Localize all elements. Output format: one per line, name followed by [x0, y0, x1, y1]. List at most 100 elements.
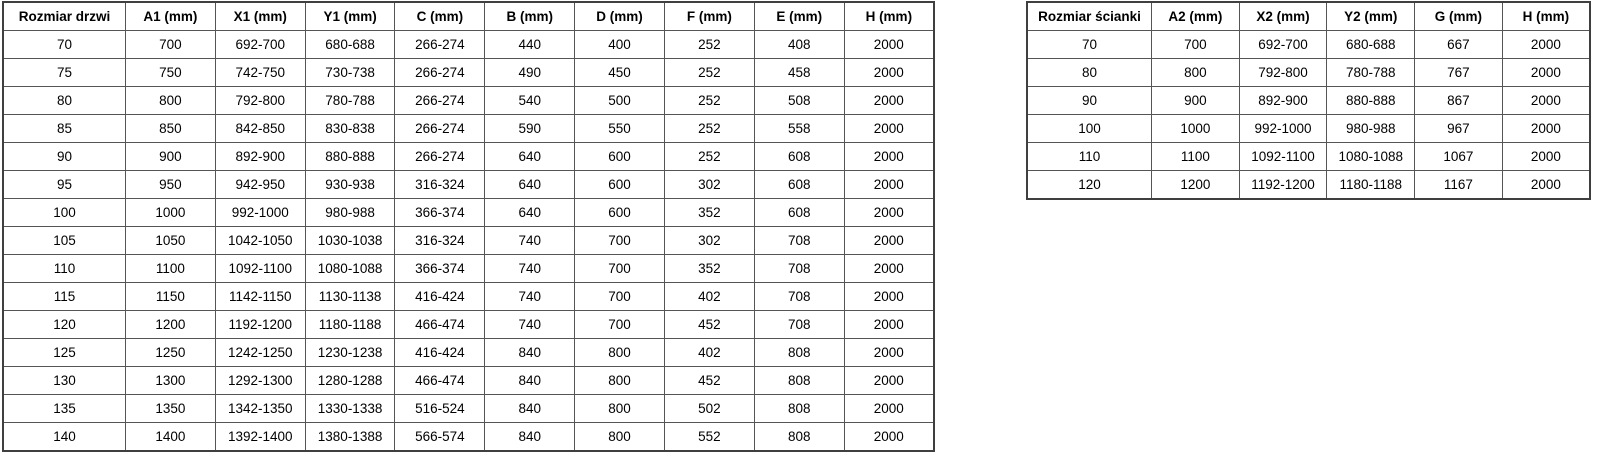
table-cell: 700 — [1151, 30, 1240, 59]
table-cell: 266-274 — [394, 86, 486, 115]
door-sizes-table: Rozmiar drzwi A1 (mm) X1 (mm) Y1 (mm) C (mm)… — [2, 1, 935, 452]
table-cell: 740 — [484, 254, 576, 283]
table-cell: 552 — [663, 422, 755, 452]
table-cell: 1250 — [125, 338, 216, 367]
table-cell: 2000 — [843, 142, 935, 171]
table-cell: 266-274 — [394, 58, 486, 87]
table-cell: 130 — [2, 366, 126, 395]
table-row: 130 1300 1292-1300 1280-1288 466-474 840 800 45… — [2, 366, 935, 395]
table-cell: 830-838 — [304, 114, 396, 143]
table-cell: 1030-1038 — [304, 226, 396, 255]
table-cell: 316-324 — [394, 226, 486, 255]
table-cell: 880-888 — [1326, 86, 1416, 115]
table-cell: 452 — [663, 366, 755, 395]
table-cell: 900 — [1151, 86, 1240, 115]
door-table-header-row: Rozmiar drzwi A1 (mm) X1 (mm) Y1 (mm) C (mm)… — [2, 1, 935, 31]
column-header: Rozmiar drzwi — [2, 1, 126, 31]
table-cell: 992-1000 — [214, 198, 306, 227]
table-cell: 1280-1288 — [304, 366, 396, 395]
table-row: 70 700 692-700 680-688 667 2000 — [1026, 30, 1591, 59]
table-row: 120 1200 1192-1200 1180-1188 466-474 740 700 45… — [2, 310, 935, 339]
table-cell: 640 — [484, 142, 576, 171]
table-cell: 2000 — [1501, 30, 1591, 59]
table-cell: 100 — [1026, 114, 1152, 143]
table-cell: 792-800 — [1238, 58, 1328, 87]
table-cell: 808 — [753, 394, 845, 423]
table-cell: 100 — [2, 198, 126, 227]
column-header: B (mm) — [484, 1, 576, 31]
table-cell: 2000 — [843, 170, 935, 199]
table-cell: 2000 — [843, 30, 935, 59]
table-cell: 1400 — [125, 422, 216, 452]
column-header: F (mm) — [663, 1, 755, 31]
table-cell: 792-800 — [214, 86, 306, 115]
table-cell: 700 — [125, 30, 216, 59]
table-cell: 2000 — [843, 114, 935, 143]
table-cell: 708 — [753, 254, 845, 283]
table-cell: 1000 — [1151, 114, 1240, 143]
table-cell: 302 — [663, 170, 755, 199]
table-cell: 416-424 — [394, 282, 486, 311]
table-cell: 252 — [663, 58, 755, 87]
column-header: Y2 (mm) — [1326, 1, 1416, 31]
table-cell: 466-474 — [394, 310, 486, 339]
column-header: Y1 (mm) — [304, 1, 396, 31]
table-cell: 402 — [663, 282, 755, 311]
table-cell: 867 — [1414, 86, 1503, 115]
table-cell: 2000 — [1501, 86, 1591, 115]
table-cell: 640 — [484, 198, 576, 227]
table-row: 90 900 892-900 880-888 266-274 640 600 252 608 20… — [2, 142, 935, 171]
table-row: 70 700 692-700 680-688 266-274 440 400 252 408 20… — [2, 30, 935, 59]
table-cell: 950 — [125, 170, 216, 199]
table-cell: 680-688 — [1326, 30, 1416, 59]
table-cell: 1330-1338 — [304, 394, 396, 423]
table-cell: 440 — [484, 30, 576, 59]
table-cell: 458 — [753, 58, 845, 87]
table-cell: 502 — [663, 394, 755, 423]
table-cell: 1100 — [1151, 142, 1240, 171]
table-cell: 352 — [663, 254, 755, 283]
table-cell: 490 — [484, 58, 576, 87]
table-cell: 1350 — [125, 394, 216, 423]
table-cell: 842-850 — [214, 114, 306, 143]
table-cell: 708 — [753, 226, 845, 255]
table-row: 110 1100 1092-1100 1080-1088 1067 2000 — [1026, 142, 1591, 171]
wall-panel-sizes-table: Rozmiar ścianki A2 (mm) X2 (mm) Y2 (mm) G (m… — [1026, 1, 1591, 200]
table-cell: 70 — [1026, 30, 1152, 59]
table-cell: 692-700 — [1238, 30, 1328, 59]
table-cell: 1192-1200 — [214, 310, 306, 339]
table-cell: 1342-1350 — [214, 394, 306, 423]
table-row: 115 1150 1142-1150 1130-1138 416-424 740 700 40… — [2, 282, 935, 311]
table-row: 75 750 742-750 730-738 266-274 490 450 252 458 20… — [2, 58, 935, 87]
table-cell: 600 — [574, 198, 665, 227]
column-header: H (mm) — [843, 1, 935, 31]
table-cell: 742-750 — [214, 58, 306, 87]
table-cell: 135 — [2, 394, 126, 423]
table-cell: 550 — [574, 114, 665, 143]
table-cell: 980-988 — [304, 198, 396, 227]
table-cell: 1242-1250 — [214, 338, 306, 367]
table-cell: 1150 — [125, 282, 216, 311]
wall-table-body: 70 700 692-700 680-688 667 2000 80 800 792-800 78… — [1026, 30, 1591, 200]
table-cell: 1050 — [125, 226, 216, 255]
table-cell: 408 — [753, 30, 845, 59]
table-cell: 1200 — [125, 310, 216, 339]
table-cell: 2000 — [843, 366, 935, 395]
table-cell: 880-888 — [304, 142, 396, 171]
column-header: X1 (mm) — [214, 1, 306, 31]
table-cell: 840 — [484, 422, 576, 452]
table-cell: 2000 — [843, 282, 935, 311]
table-cell: 120 — [2, 310, 126, 339]
table-cell: 105 — [2, 226, 126, 255]
table-cell: 1180-1188 — [1326, 170, 1416, 200]
table-cell: 750 — [125, 58, 216, 87]
table-cell: 1080-1088 — [1326, 142, 1416, 171]
table-cell: 85 — [2, 114, 126, 143]
table-cell: 125 — [2, 338, 126, 367]
table-row: 120 1200 1192-1200 1180-1188 1167 2000 — [1026, 170, 1591, 200]
table-cell: 2000 — [843, 226, 935, 255]
table-cell: 500 — [574, 86, 665, 115]
table-cell: 692-700 — [214, 30, 306, 59]
table-cell: 1380-1388 — [304, 422, 396, 452]
table-cell: 608 — [753, 198, 845, 227]
